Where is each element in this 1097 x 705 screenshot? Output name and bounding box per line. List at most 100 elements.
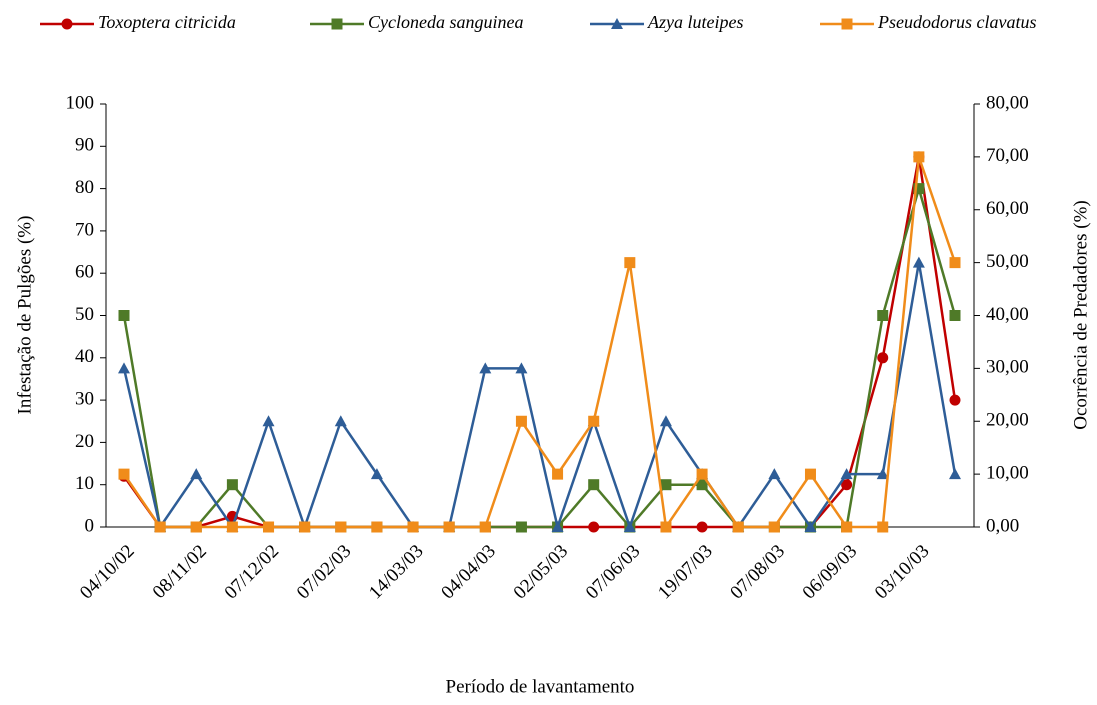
y-tick-label: 10 [75, 473, 94, 494]
series-line [122, 156, 957, 531]
y-axis-title: Infestação de Pulgões (%) [14, 216, 35, 415]
point [335, 521, 347, 533]
point [841, 18, 853, 30]
x-axis-title: Período de lavantamento [446, 676, 635, 697]
x-tick-label: 07/02/03 [293, 541, 356, 604]
y-tick-label: 20 [75, 431, 94, 452]
x-tick-label: 06/09/03 [799, 541, 862, 604]
point [949, 468, 961, 480]
point [913, 183, 925, 195]
y-tick-label: 70 [75, 219, 94, 240]
point [841, 521, 853, 533]
series-line [122, 156, 957, 529]
point [840, 468, 853, 480]
point [407, 521, 419, 533]
point [949, 394, 961, 406]
point [118, 310, 130, 321]
y-tick-label: 80 [75, 177, 94, 198]
point [190, 521, 202, 533]
point [262, 415, 275, 427]
point [443, 521, 455, 533]
legend-label: Pseudodorus clavatus [877, 12, 1036, 32]
x-tick-label: 07/06/03 [582, 541, 645, 604]
point [479, 362, 492, 374]
point [118, 362, 130, 374]
point [696, 479, 708, 491]
x-tick-label: 04/04/03 [437, 541, 500, 604]
x-tick-label: 07/12/02 [221, 541, 284, 604]
point [479, 521, 491, 533]
point [226, 479, 238, 491]
point [949, 257, 961, 269]
point [804, 468, 816, 480]
point [696, 468, 708, 480]
point [331, 18, 343, 30]
y2-tick-label: 70,00 [986, 145, 1029, 166]
y-tick-label: 60 [75, 262, 94, 283]
y2-tick-label: 20,00 [986, 410, 1029, 431]
y-tick-label: 90 [75, 135, 94, 156]
point [624, 257, 636, 269]
point [588, 521, 600, 533]
point [552, 468, 564, 480]
point [611, 18, 623, 29]
y-tick-label: 0 [85, 515, 95, 536]
legend: Toxoptera citricida Cycloneda sanguinea Az… [40, 12, 1036, 32]
x-tick-label: 04/10/02 [76, 541, 139, 604]
point [659, 415, 672, 427]
y2-axis-title: Ocorrência de Predadores (%) [1070, 200, 1091, 429]
x-tick-label: 03/10/03 [871, 541, 934, 604]
point [588, 415, 600, 427]
series-line [122, 262, 957, 532]
point [154, 521, 166, 533]
y2-tick-label: 80,00 [986, 92, 1029, 113]
series-line [122, 184, 957, 529]
x-tick-label: 14/03/03 [365, 541, 428, 604]
y2-tick-label: 10,00 [986, 462, 1029, 483]
point [949, 310, 961, 321]
point [732, 521, 744, 533]
y2-tick-label: 40,00 [986, 304, 1029, 325]
x-tick-label: 08/11/02 [149, 541, 211, 603]
legend-label: Toxoptera citricida [98, 12, 236, 32]
point [660, 479, 672, 491]
point [190, 468, 203, 480]
point [877, 310, 889, 321]
point [299, 521, 311, 533]
y-tick-label: 100 [66, 92, 95, 113]
point [841, 479, 853, 491]
y2-tick-label: 50,00 [986, 251, 1029, 272]
point [61, 18, 73, 30]
point [877, 352, 889, 364]
point [371, 521, 383, 533]
y-tick-label: 50 [75, 304, 94, 325]
point [804, 521, 817, 532]
point [515, 362, 528, 374]
x-tick-label: 19/07/03 [654, 541, 717, 604]
legend-label: Cycloneda sanguinea [368, 12, 523, 32]
y-tick-label: 30 [75, 388, 94, 409]
point [515, 521, 527, 533]
point [118, 468, 130, 480]
x-tick-label: 02/05/03 [510, 541, 573, 604]
point [912, 256, 925, 268]
point [551, 521, 564, 532]
y2-tick-label: 60,00 [986, 198, 1029, 219]
point [226, 521, 238, 533]
point [334, 415, 347, 427]
point [768, 468, 781, 480]
point [370, 468, 383, 480]
y-tick-label: 40 [75, 346, 94, 367]
point [515, 415, 527, 427]
point [588, 479, 600, 491]
point [913, 151, 925, 163]
point [877, 521, 889, 533]
point [876, 468, 889, 480]
x-tick-label: 07/08/03 [726, 541, 789, 604]
point [660, 521, 672, 533]
point [768, 521, 780, 533]
legend-label: Azya luteipes [647, 12, 743, 32]
point [696, 521, 708, 533]
point [263, 521, 275, 533]
